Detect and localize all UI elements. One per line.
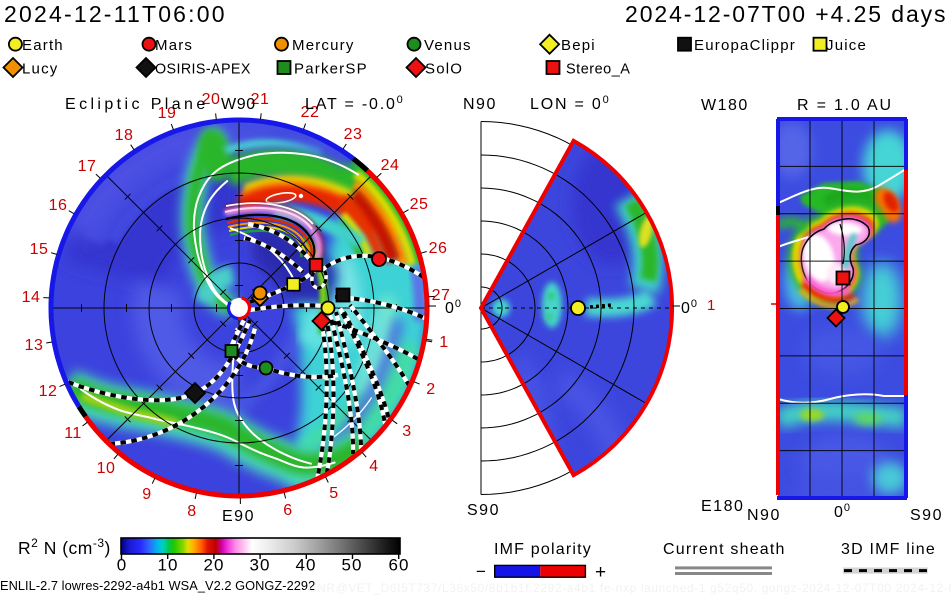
svg-text:Bepi: Bepi [561, 37, 596, 54]
svg-text:9: 9 [142, 486, 151, 503]
svg-text:1: 1 [439, 334, 448, 351]
svg-text:LON = 00: LON = 00 [530, 94, 611, 113]
svg-text:50: 50 [342, 556, 363, 575]
svg-text:14: 14 [22, 289, 41, 306]
svg-text:23: 23 [344, 126, 363, 143]
svg-text:Earth: Earth [22, 37, 64, 54]
svg-text:10: 10 [158, 556, 179, 575]
svg-text:SolO: SolO [425, 61, 463, 78]
svg-text:1: 1 [707, 297, 715, 314]
svg-text:N90: N90 [747, 507, 781, 524]
svg-text:−: − [476, 562, 486, 581]
svg-text:18: 18 [115, 127, 134, 144]
svg-text:Ecliptic Plane: Ecliptic Plane [65, 96, 209, 113]
svg-text:22: 22 [301, 104, 320, 121]
svg-text:60: 60 [389, 556, 410, 575]
svg-text:Lucy: Lucy [22, 61, 59, 78]
svg-text:S90: S90 [910, 507, 943, 524]
svg-text:W180: W180 [701, 97, 749, 114]
svg-text:27: 27 [432, 287, 451, 304]
svg-text:S90: S90 [467, 502, 500, 519]
svg-text:IMF polarity: IMF polarity [494, 541, 592, 558]
svg-text:13: 13 [25, 337, 44, 354]
svg-text:ParkerSP: ParkerSP [294, 61, 368, 78]
svg-text:6: 6 [283, 502, 292, 519]
svg-text:Stereo_A: Stereo_A [566, 62, 630, 78]
svg-text:Juice: Juice [826, 37, 867, 54]
svg-text:0: 0 [117, 556, 127, 575]
svg-text:ENLIL-2.7 lowres-2292-a4b1 WSA: ENLIL-2.7 lowres-2292-a4b1 WSA_V2.2 GONG… [0, 578, 315, 593]
svg-text:11: 11 [64, 425, 82, 442]
svg-text:12: 12 [39, 383, 58, 400]
svg-text:Current sheath: Current sheath [663, 541, 786, 558]
svg-text:20: 20 [202, 91, 221, 108]
svg-text:4: 4 [369, 458, 378, 475]
svg-text:30: 30 [250, 556, 271, 575]
svg-text:24: 24 [381, 157, 400, 174]
svg-text:EuropaClippr: EuropaClippr [694, 37, 796, 54]
svg-text:UNR@VET_D6I5T737/L36x50/8b1b1f: UNR@VET_D6I5T737/L36x50/8b1b1f.2292-a4b1… [308, 581, 951, 595]
svg-text:2: 2 [426, 381, 435, 398]
svg-text:3D IMF line: 3D IMF line [841, 541, 936, 558]
svg-text:10: 10 [97, 460, 116, 477]
svg-text:R2 N (cm-3): R2 N (cm-3) [18, 536, 111, 558]
svg-text:19: 19 [158, 105, 177, 122]
svg-text:15: 15 [30, 241, 49, 258]
svg-text:8: 8 [187, 503, 196, 520]
svg-text:16: 16 [49, 197, 68, 214]
svg-text:R = 1.0 AU: R = 1.0 AU [797, 97, 893, 114]
svg-text:20: 20 [204, 556, 225, 575]
svg-text:5: 5 [329, 485, 338, 502]
svg-text:OSIRIS-APEX: OSIRIS-APEX [155, 62, 251, 78]
svg-text:W90: W90 [221, 96, 256, 113]
svg-text:Mars: Mars [155, 37, 193, 54]
svg-text:2024-12-07T00 +4.25 days: 2024-12-07T00 +4.25 days [625, 1, 947, 27]
svg-text:N90: N90 [463, 96, 497, 113]
svg-text:25: 25 [410, 196, 429, 213]
svg-text:E90: E90 [222, 508, 255, 525]
svg-text:E180: E180 [701, 498, 744, 515]
svg-text:2024-12-11T06:00: 2024-12-11T06:00 [4, 1, 227, 27]
svg-text:17: 17 [78, 158, 97, 175]
svg-text:40: 40 [296, 556, 317, 575]
svg-text:Mercury: Mercury [292, 37, 355, 54]
svg-text:26: 26 [429, 240, 448, 257]
svg-text:Venus: Venus [424, 37, 472, 54]
svg-text:21: 21 [251, 91, 270, 108]
svg-text:LAT = -0.00: LAT = -0.00 [305, 94, 405, 113]
svg-text:+: + [595, 562, 606, 583]
svg-text:3: 3 [402, 423, 411, 440]
